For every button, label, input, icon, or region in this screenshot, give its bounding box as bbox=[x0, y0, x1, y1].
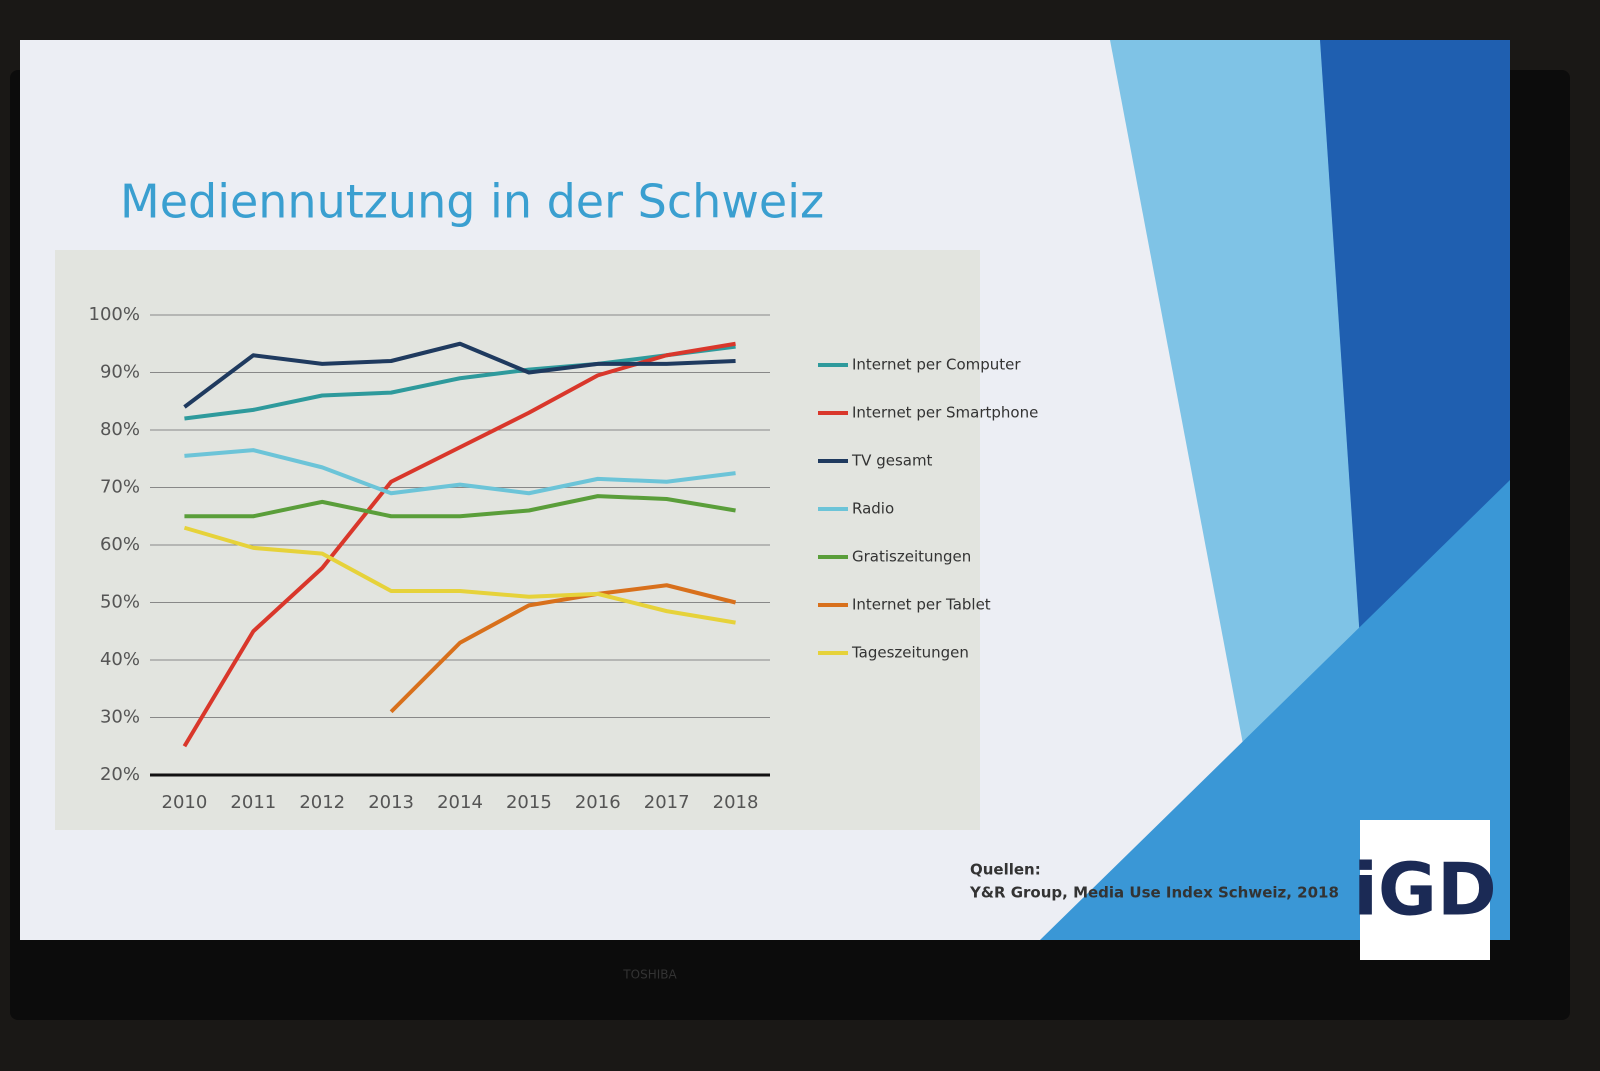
x-tick-label: 2016 bbox=[575, 792, 621, 813]
y-tick-label: 100% bbox=[89, 304, 140, 325]
x-tick-label: 2015 bbox=[506, 792, 552, 813]
y-tick-label: 20% bbox=[100, 764, 140, 785]
brand: TOSHIBA bbox=[622, 968, 677, 982]
logo-box bbox=[1360, 820, 1490, 960]
source-heading: Quellen: bbox=[970, 861, 1041, 879]
series-line bbox=[184, 448, 736, 496]
logo: iGD bbox=[1353, 848, 1497, 932]
series-line bbox=[183, 341, 736, 409]
legend-label: Gratiszeitungen bbox=[852, 548, 971, 566]
series-line bbox=[184, 494, 736, 519]
x-tick-label: 2010 bbox=[162, 792, 208, 813]
y-tick-label: 40% bbox=[100, 649, 140, 670]
x-tick-label: 2011 bbox=[230, 792, 276, 813]
legend-label: Internet per Tablet bbox=[852, 596, 991, 614]
y-tick-label: 80% bbox=[100, 419, 140, 440]
y-tick-label: 70% bbox=[100, 477, 140, 498]
legend-label: Tageszeitungen bbox=[851, 644, 969, 662]
legend-label: Radio bbox=[852, 500, 894, 518]
series-line bbox=[183, 525, 736, 625]
y-tick-label: 60% bbox=[100, 534, 140, 555]
chart-panel bbox=[55, 250, 980, 830]
legend-label: TV gesamt bbox=[851, 452, 933, 470]
legend-label: Internet per Smartphone bbox=[852, 404, 1038, 422]
y-tick-label: 30% bbox=[100, 707, 140, 728]
x-tick-label: 2014 bbox=[437, 792, 483, 813]
y-tick-label: 90% bbox=[100, 362, 140, 383]
x-tick-label: 2018 bbox=[713, 792, 759, 813]
source: Y&R Group, Media Use Index Schweiz, 2018 bbox=[969, 884, 1339, 902]
x-tick-label: 2017 bbox=[644, 792, 690, 813]
series-line bbox=[184, 344, 736, 421]
y-tick-label: 50% bbox=[100, 592, 140, 613]
x-tick-label: 2013 bbox=[368, 792, 414, 813]
x-tick-label: 2012 bbox=[299, 792, 345, 813]
legend-label: Internet per Computer bbox=[852, 356, 1021, 374]
slide-title: Mediennutzung in der Schweiz bbox=[120, 175, 824, 229]
series-line bbox=[389, 583, 737, 714]
